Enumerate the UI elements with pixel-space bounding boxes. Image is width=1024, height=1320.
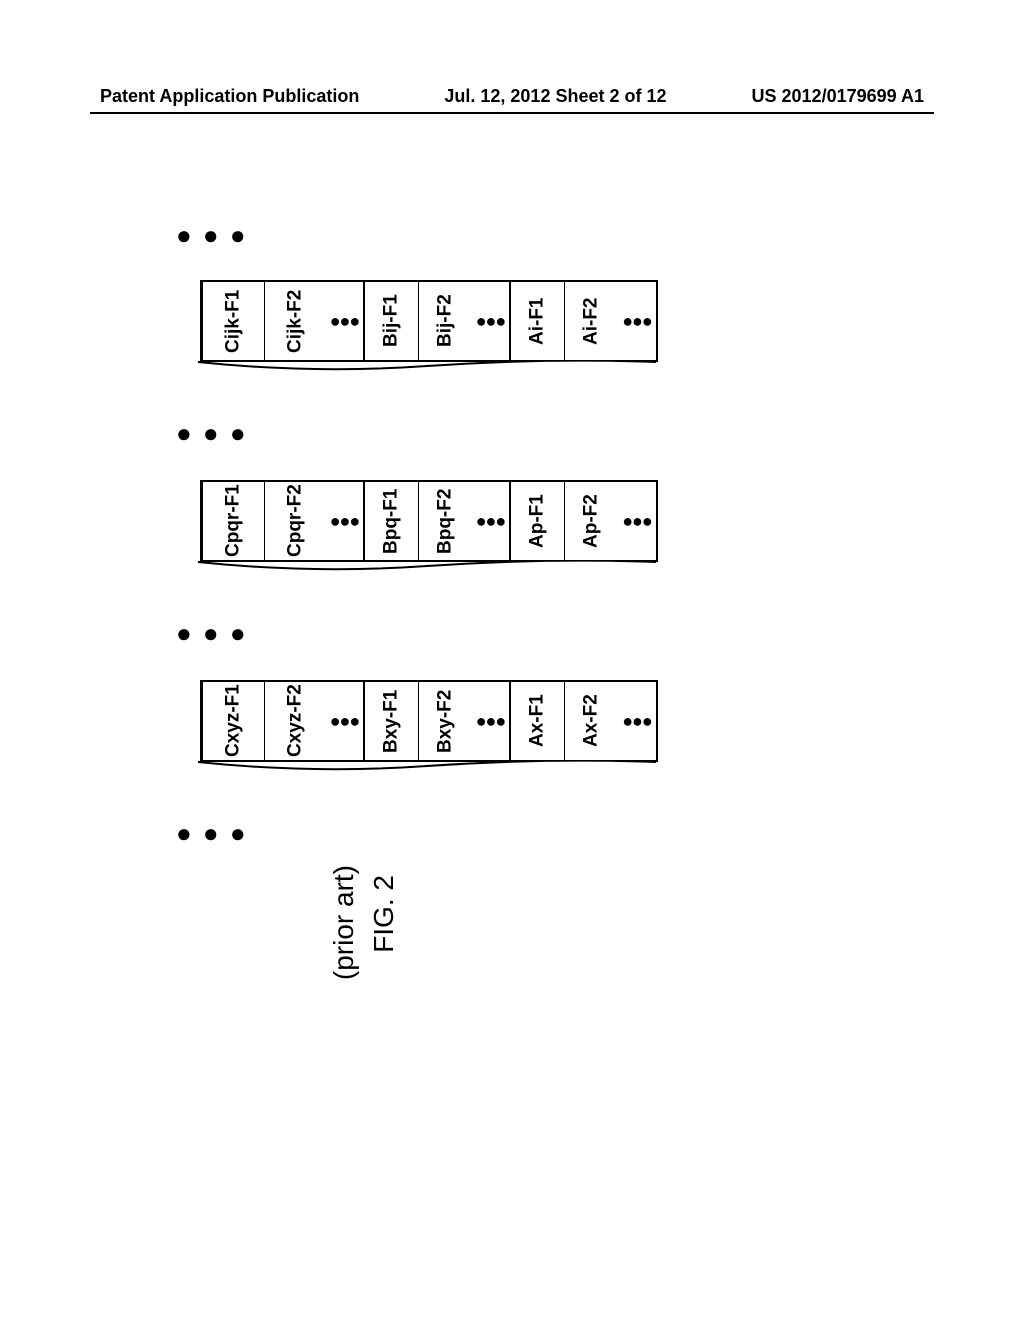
ellipsis-cell: ●●● [472, 682, 510, 760]
diagram-container: ● ● ● ● ● ● ● ● ● ● ● ● Cijk-F1Cijk-F2●●… [180, 220, 880, 1040]
data-cell: Ax-F2 [564, 682, 618, 760]
data-cell: Ap-F2 [564, 482, 618, 560]
data-cell: Cpqr-F2 [264, 482, 326, 560]
data-cell: Bpq-F2 [418, 482, 472, 560]
ellipsis-cell: ●●● [326, 682, 364, 760]
wavy-edge [198, 560, 656, 572]
ellipsis-cell: ●●● [326, 482, 364, 560]
ellipsis-cell: ●●● [326, 282, 364, 360]
data-cell: Bxy-F2 [418, 682, 472, 760]
data-row-1: Cijk-F1Cijk-F2●●●Bij-F1Bij-F2●●●Ai-F1Ai-… [200, 280, 658, 374]
data-cell: Bij-F1 [364, 282, 418, 360]
ellipsis-dots: ● ● ● [176, 418, 248, 449]
data-cell: Cpqr-F1 [202, 482, 264, 560]
ellipsis-dots: ● ● ● [176, 220, 248, 251]
table-row: Cxyz-F1Cxyz-F2●●●Bxy-F1Bxy-F2●●●Ax-F1Ax-… [200, 680, 658, 762]
data-row-2: Cpqr-F1Cpqr-F2●●●Bpq-F1Bpq-F2●●●Ap-F1Ap-… [200, 480, 658, 574]
table-row: Cpqr-F1Cpqr-F2●●●Bpq-F1Bpq-F2●●●Ap-F1Ap-… [200, 480, 658, 562]
table-row: Cijk-F1Cijk-F2●●●Bij-F1Bij-F2●●●Ai-F1Ai-… [200, 280, 658, 362]
data-cell: Ax-F1 [510, 682, 564, 760]
header-center: Jul. 12, 2012 Sheet 2 of 12 [444, 86, 666, 107]
ellipsis-cell: ●●● [472, 282, 510, 360]
figure-subtitle: (prior art) [328, 865, 360, 980]
caption-text-1: FIG. 2 [368, 875, 399, 953]
figure-number: FIG. 2 [368, 875, 400, 953]
data-cell: Bij-F2 [418, 282, 472, 360]
caption-text-2: (prior art) [328, 865, 359, 980]
data-cell: Cxyz-F2 [264, 682, 326, 760]
ellipsis-cell: ●●● [618, 682, 656, 760]
ellipsis-dots: ● ● ● [176, 618, 248, 649]
ellipsis-cell: ●●● [618, 282, 656, 360]
data-cell: Bxy-F1 [364, 682, 418, 760]
header-divider [90, 112, 934, 114]
wavy-edge [198, 760, 656, 772]
data-row-3: Cxyz-F1Cxyz-F2●●●Bxy-F1Bxy-F2●●●Ax-F1Ax-… [200, 680, 658, 774]
data-cell: Ap-F1 [510, 482, 564, 560]
data-cell: Ai-F2 [564, 282, 618, 360]
data-cell: Bpq-F1 [364, 482, 418, 560]
page-header: Patent Application Publication Jul. 12, … [0, 86, 1024, 107]
ellipsis-cell: ●●● [472, 482, 510, 560]
header-left: Patent Application Publication [100, 86, 359, 107]
wavy-edge [198, 360, 656, 372]
ellipsis-cell: ●●● [618, 482, 656, 560]
header-right: US 2012/0179699 A1 [752, 86, 924, 107]
data-cell: Ai-F1 [510, 282, 564, 360]
data-cell: Cxyz-F1 [202, 682, 264, 760]
ellipsis-dots: ● ● ● [176, 818, 248, 849]
data-cell: Cijk-F2 [264, 282, 326, 360]
data-cell: Cijk-F1 [202, 282, 264, 360]
